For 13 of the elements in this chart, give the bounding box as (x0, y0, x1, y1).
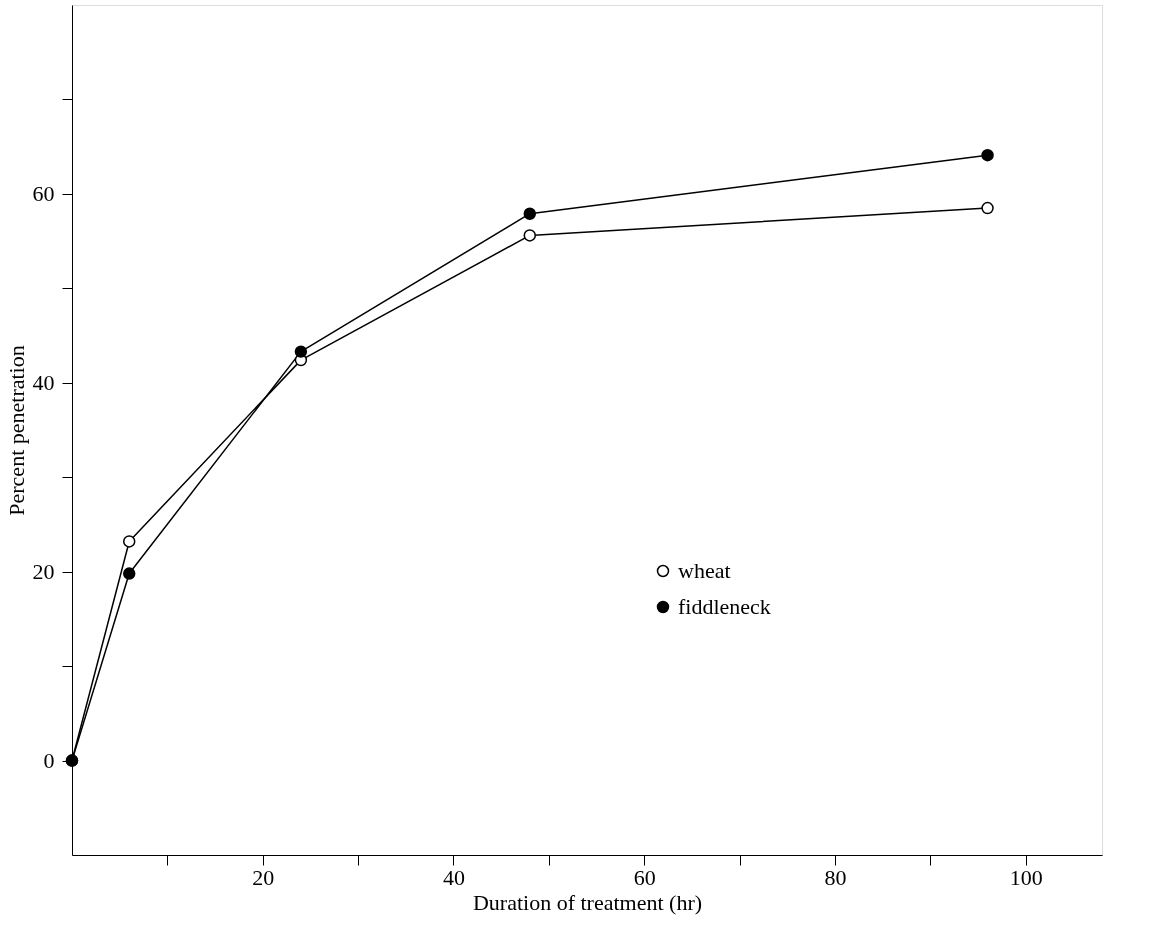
x-tick-label: 80 (824, 864, 847, 890)
y-axis-title: Percent penetration (3, 345, 29, 516)
x-axis-title: Duration of treatment (hr) (472, 889, 703, 915)
y-tick-label: 20 (32, 559, 55, 585)
legend-label: fiddleneck (678, 594, 771, 619)
y-tick-label: 0 (43, 748, 55, 774)
legend-label: wheat (678, 558, 731, 583)
x-tick-label: 20 (252, 864, 275, 890)
x-tick-label: 40 (442, 864, 465, 890)
x-tick-label: 100 (1009, 864, 1043, 890)
x-tick-label: 60 (633, 864, 656, 890)
y-tick-label: 40 (32, 370, 55, 396)
y-tick-label: 60 (32, 181, 55, 207)
